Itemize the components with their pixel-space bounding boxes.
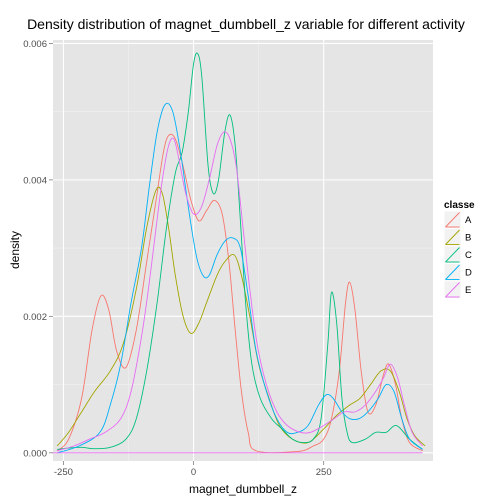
legend-label: B (465, 233, 471, 244)
y-tick-label: 0.004 (23, 175, 47, 186)
x-tick-label: 250 (316, 467, 332, 478)
x-tick-label: 0 (191, 467, 196, 478)
x-axis: -250 0 250 (54, 461, 332, 478)
legend-label: E (465, 285, 471, 296)
y-tick-label: 0.000 (23, 448, 47, 459)
x-tick-label: -250 (54, 467, 73, 478)
y-axis-title: density (8, 231, 22, 269)
x-axis-title: magnet_dumbbell_z (189, 482, 297, 496)
y-axis: 0.000 0.002 0.004 0.006 (23, 39, 53, 459)
chart-title: Density distribution of magnet_dumbbell_… (27, 16, 465, 32)
y-tick-label: 0.002 (23, 312, 47, 323)
legend-label: C (465, 250, 472, 261)
legend-label: A (465, 215, 472, 226)
y-tick-label: 0.006 (23, 39, 47, 50)
legend-label: D (465, 268, 472, 279)
plot-panel (53, 40, 433, 461)
legend-title: classe (444, 200, 475, 211)
